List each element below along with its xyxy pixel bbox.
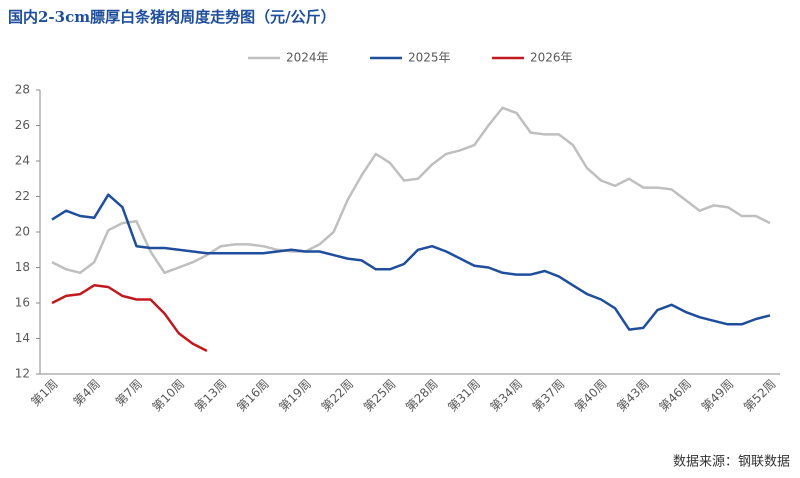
x-tick-label: 第22周 — [319, 377, 357, 415]
x-tick-label: 第13周 — [192, 377, 230, 415]
x-tick-label: 第4周 — [71, 377, 103, 409]
x-tick-label: 第7周 — [113, 377, 145, 409]
y-tick-label: 18 — [15, 260, 30, 274]
series-line — [51, 193, 771, 331]
chart-title: 国内2-3cm膘厚白条猪肉周度走势图（元/公斤） — [8, 8, 336, 26]
y-tick-label: 28 — [15, 83, 30, 97]
x-tick-label: 第1周 — [28, 377, 60, 409]
x-tick-label: 第49周 — [699, 377, 737, 415]
x-tick-label: 第28周 — [403, 377, 441, 415]
y-tick-label: 16 — [15, 296, 30, 310]
x-tick-label: 第10周 — [150, 377, 188, 415]
x-tick-label: 第43周 — [614, 377, 652, 415]
series-line — [51, 106, 771, 275]
y-tick-label: 22 — [15, 189, 30, 203]
x-tick-label: 第34周 — [488, 377, 526, 415]
x-tick-label: 第31周 — [445, 377, 483, 415]
y-tick-label: 24 — [15, 154, 30, 168]
x-tick-label: 第25周 — [361, 377, 399, 415]
legend-label: 2025年 — [408, 51, 451, 65]
x-tick-label: 第19周 — [276, 377, 314, 415]
y-tick-label: 26 — [15, 118, 30, 132]
legend-label: 2026年 — [530, 51, 573, 65]
source: 数据来源：钢联数据 — [673, 455, 790, 470]
x-tick-label: 第46周 — [656, 377, 694, 415]
legend-label: 2024年 — [286, 51, 329, 65]
y-tick-label: 14 — [15, 331, 30, 345]
series-line — [51, 284, 208, 353]
x-tick-label: 第52周 — [741, 377, 779, 415]
y-tick-label: 20 — [15, 225, 30, 239]
x-tick-label: 第16周 — [234, 377, 272, 415]
x-tick-label: 第37周 — [530, 377, 568, 415]
x-tick-label: 第40周 — [572, 377, 610, 415]
y-tick-label: 12 — [15, 367, 30, 381]
